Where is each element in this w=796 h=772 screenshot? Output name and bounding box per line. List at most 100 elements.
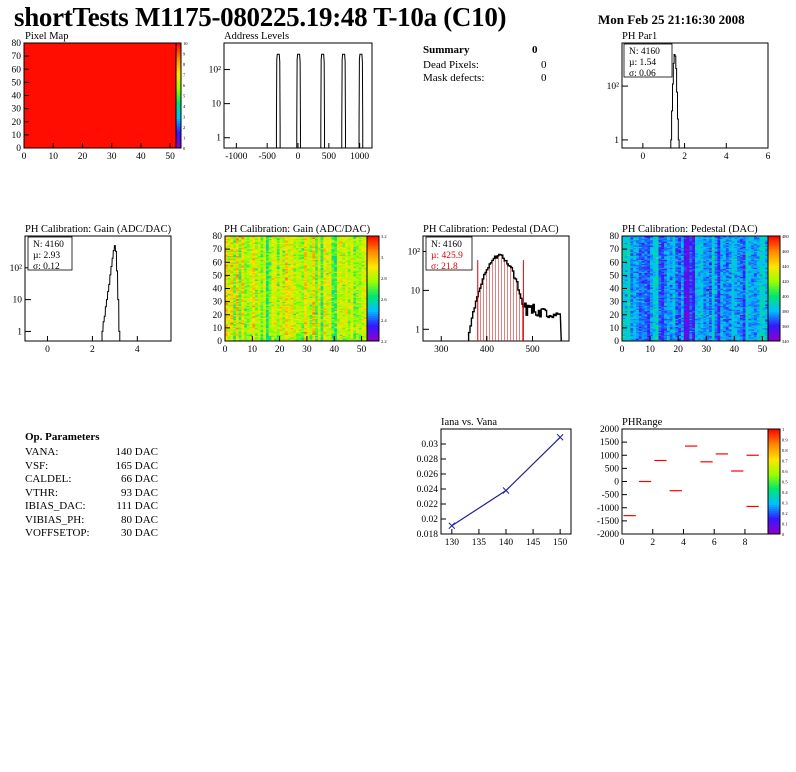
- heatmap-cell: [339, 296, 343, 298]
- heatmap-cell: [336, 325, 340, 327]
- heatmap-cell: [263, 247, 267, 250]
- heatmap-cell: [315, 258, 319, 260]
- heatmap-cell: [241, 274, 245, 276]
- heatmap-cell: [279, 301, 283, 304]
- heatmap-cell: [339, 329, 343, 331]
- heatmap-cell: [282, 237, 286, 239]
- heatmap-cell: [326, 302, 330, 305]
- heatmap-cell: [244, 316, 248, 318]
- heatmap-cell: [249, 285, 253, 288]
- y-tick-label: 60: [213, 258, 223, 268]
- heatmap-cell: [298, 243, 302, 246]
- heatmap-cell: [326, 278, 330, 280]
- heatmap-cell: [276, 297, 280, 300]
- heatmap-cell: [320, 295, 324, 297]
- heatmap-cell: [252, 320, 256, 322]
- heatmap-cell: [279, 321, 283, 323]
- heatmap-cell: [230, 250, 234, 253]
- heatmap-cell: [282, 316, 286, 318]
- heatmap-cell: [315, 275, 319, 277]
- heatmap-cell: [339, 301, 343, 304]
- heatmap-cell: [246, 329, 250, 331]
- heatmap-cell: [331, 238, 335, 241]
- heatmap-cell: [301, 316, 305, 318]
- stats-line: µ: 1.54: [629, 58, 656, 68]
- heatmap-cell: [265, 260, 269, 263]
- heatmap-cell: [331, 239, 335, 242]
- heatmap-cell: [225, 287, 229, 289]
- heatmap-cell: [246, 268, 250, 271]
- heatmap-cell: [268, 329, 272, 331]
- heatmap-cell: [235, 299, 239, 301]
- heatmap-cell: [339, 278, 343, 280]
- heatmap-cell: [312, 335, 316, 338]
- heatmap-cell: [301, 339, 305, 342]
- heatmap-cell: [271, 254, 275, 256]
- heatmap-cell: [225, 331, 229, 334]
- heatmap-cell: [246, 321, 250, 323]
- heatmap-cell: [342, 313, 346, 316]
- heatmap-cell: [309, 309, 313, 312]
- heatmap-cell: [244, 263, 248, 266]
- heatmap-cell: [225, 245, 229, 247]
- heatmap-cell: [255, 297, 259, 300]
- heatmap-cell: [282, 242, 286, 245]
- heatmap-cell: [268, 322, 272, 325]
- heatmap-cell: [252, 305, 256, 308]
- heatmap-cell: [260, 312, 264, 314]
- heatmap-cell: [241, 295, 245, 297]
- heatmap-cell: [282, 322, 286, 325]
- heatmap-cell: [263, 312, 267, 314]
- heatmap-cell: [287, 259, 291, 262]
- heatmap-cell: [252, 272, 256, 275]
- heatmap-cell: [225, 302, 229, 305]
- heatmap-cell: [326, 310, 330, 313]
- x-tick-label: 0: [22, 152, 27, 162]
- heatmap-cell: [246, 267, 250, 270]
- heatmap-cell: [282, 292, 286, 295]
- heatmap-cell: [282, 274, 286, 276]
- heatmap-cell: [260, 302, 264, 305]
- heatmap-cell: [339, 280, 343, 283]
- heatmap-cell: [268, 280, 272, 283]
- heatmap-cell: [257, 305, 261, 308]
- heatmap-cell: [320, 333, 324, 335]
- heatmap-cell: [326, 268, 330, 271]
- heatmap-cell: [271, 253, 275, 255]
- heatmap-cell: [301, 263, 305, 266]
- heatmap-cell: [257, 310, 261, 313]
- heatmap-cell: [317, 337, 321, 339]
- heatmap-cell: [246, 251, 250, 254]
- heatmap-cell: [279, 251, 283, 254]
- heatmap-cell: [241, 284, 245, 287]
- heatmap-cell: [263, 268, 267, 271]
- heatmap-cell: [282, 300, 286, 302]
- heatmap-cell: [260, 301, 264, 304]
- heatmap-cell: [339, 316, 343, 318]
- heatmap-cell: [290, 267, 294, 270]
- heatmap-cell: [271, 331, 275, 334]
- heatmap-cell: [336, 238, 340, 241]
- heatmap-cell: [235, 243, 239, 246]
- heatmap-cell: [328, 292, 332, 295]
- heatmap-cell: [271, 260, 275, 263]
- heatmap-cell: [285, 237, 289, 239]
- heatmap-cell: [328, 299, 332, 301]
- heatmap-cell: [334, 337, 338, 339]
- heatmap-cell: [282, 246, 286, 249]
- heatmap-cell: [235, 334, 239, 337]
- heatmap-cell: [317, 323, 321, 326]
- heatmap-cell: [328, 308, 332, 310]
- heatmap-cell: [342, 266, 346, 268]
- heatmap-cell: [287, 334, 291, 337]
- heatmap-cell: [257, 241, 261, 243]
- heatmap-cell: [225, 321, 229, 323]
- heatmap-cell: [241, 264, 245, 267]
- heatmap-cell: [263, 255, 267, 258]
- heatmap-cell: [225, 296, 229, 298]
- heatmap-cell: [304, 291, 308, 293]
- heatmap-cell: [320, 318, 324, 321]
- heatmap-cell: [252, 264, 256, 267]
- heatmap-cell: [255, 292, 259, 295]
- heatmap-cell: [265, 258, 269, 260]
